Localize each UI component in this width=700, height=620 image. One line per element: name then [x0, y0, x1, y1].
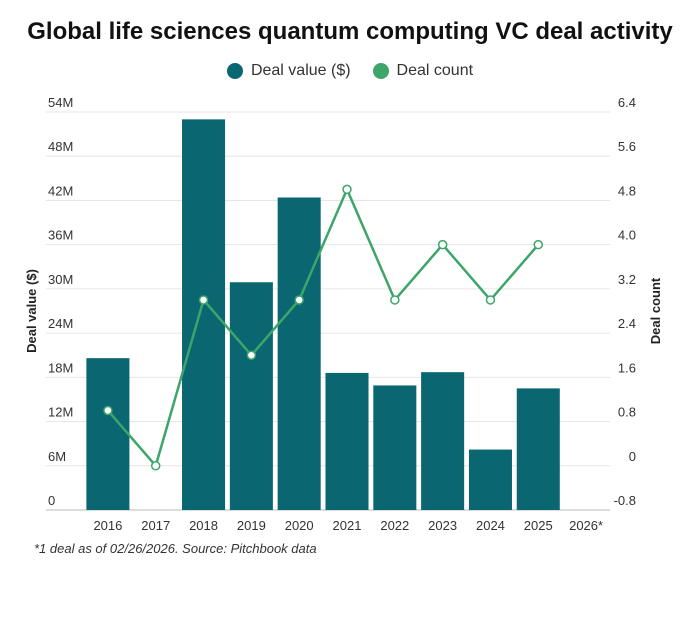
point-2019[interactable] [246, 350, 257, 360]
axes: 0 6M 12M 18M 24M 30M 36M 42M 48M 54M -0.8 0 0.8 1.6 2.… [24, 95, 663, 533]
bar-2025[interactable] [516, 388, 560, 510]
x-tick-label: 2023 [428, 518, 457, 533]
bar-2022[interactable] [373, 385, 417, 510]
y-left-tick-label: 18M [48, 360, 73, 375]
y-right-axis-title: Deal count [648, 277, 663, 344]
point-2024[interactable] [485, 295, 496, 305]
y-left-axis-title: Deal value ($) [24, 269, 39, 353]
deal-count-line [106, 188, 540, 468]
bar-series [86, 119, 560, 511]
y-right-tick-label: 5.6 [618, 139, 636, 154]
chart-title: Global life sciences quantum computing V… [27, 18, 673, 45]
point-2017[interactable] [150, 461, 161, 471]
x-tick-label: 2017 [141, 518, 170, 533]
bar-2016[interactable] [86, 358, 130, 510]
y-left-tick-label: 0 [48, 493, 55, 508]
bar-2023[interactable] [421, 372, 465, 510]
y-left-tick-label: 6M [48, 449, 66, 464]
x-tick-label: 2026* [569, 518, 603, 533]
legend-label-deal-value: Deal value ($) [250, 62, 351, 79]
point-2016[interactable] [103, 405, 113, 416]
y-right-tick-label: 4.8 [618, 183, 636, 198]
point-2020[interactable] [294, 295, 304, 305]
y-left-tick-label: 12M [48, 405, 73, 420]
point-2025[interactable] [533, 239, 544, 250]
y-left-tick-label: 36M [48, 228, 73, 243]
bar-2024[interactable] [468, 449, 512, 510]
y-right-tick-label: 4.0 [618, 228, 636, 243]
x-tick-label: 2025 [524, 518, 553, 533]
y-right-tick-label: 1.6 [618, 360, 636, 375]
legend-item-deal-value[interactable]: Deal value ($) [226, 62, 351, 80]
y-left-tick-label: 24M [48, 316, 73, 331]
y-left-tick-label: 48M [48, 139, 73, 154]
legend-item-deal-count[interactable]: Deal count [372, 62, 474, 80]
x-tick-label: 2021 [333, 518, 362, 533]
y-right-tick-label: 0 [629, 449, 636, 464]
footnote: *1 deal as of 02/26/2026. Source: Pitchb… [34, 541, 317, 556]
x-tick-label: 2024 [476, 518, 505, 533]
line-series [103, 184, 544, 471]
y-left-tick-label: 42M [48, 183, 73, 198]
x-tick-label: 2018 [189, 518, 218, 533]
y-right-tick-label: 0.8 [618, 405, 636, 420]
y-right-tick-label: 6.4 [618, 95, 636, 110]
y-right-tick-label: 3.2 [618, 272, 636, 287]
x-tick-label: 2020 [285, 518, 314, 533]
y-right-tick-label: -0.8 [614, 493, 636, 508]
legend-swatch-deal-count [372, 63, 389, 79]
x-tick-label: 2019 [237, 518, 266, 533]
y-left-tick-label: 54M [48, 95, 73, 110]
point-2022[interactable] [390, 295, 400, 305]
bar-2021[interactable] [325, 372, 369, 510]
bar-2019[interactable] [229, 282, 273, 510]
point-2018[interactable] [198, 295, 209, 305]
legend-label-deal-count: Deal count [396, 62, 474, 79]
x-tick-label: 2016 [93, 518, 122, 533]
y-right-tick-label: 2.4 [618, 316, 636, 331]
legend-swatch-deal-value [226, 63, 243, 79]
bar-2020[interactable] [277, 197, 321, 511]
y-left-tick-label: 30M [48, 272, 73, 287]
legend: Deal value ($) Deal count [0, 62, 700, 80]
bar-2018[interactable] [182, 119, 226, 511]
point-2021[interactable] [342, 184, 352, 195]
point-2023[interactable] [437, 239, 448, 250]
x-tick-label: 2022 [380, 518, 409, 533]
